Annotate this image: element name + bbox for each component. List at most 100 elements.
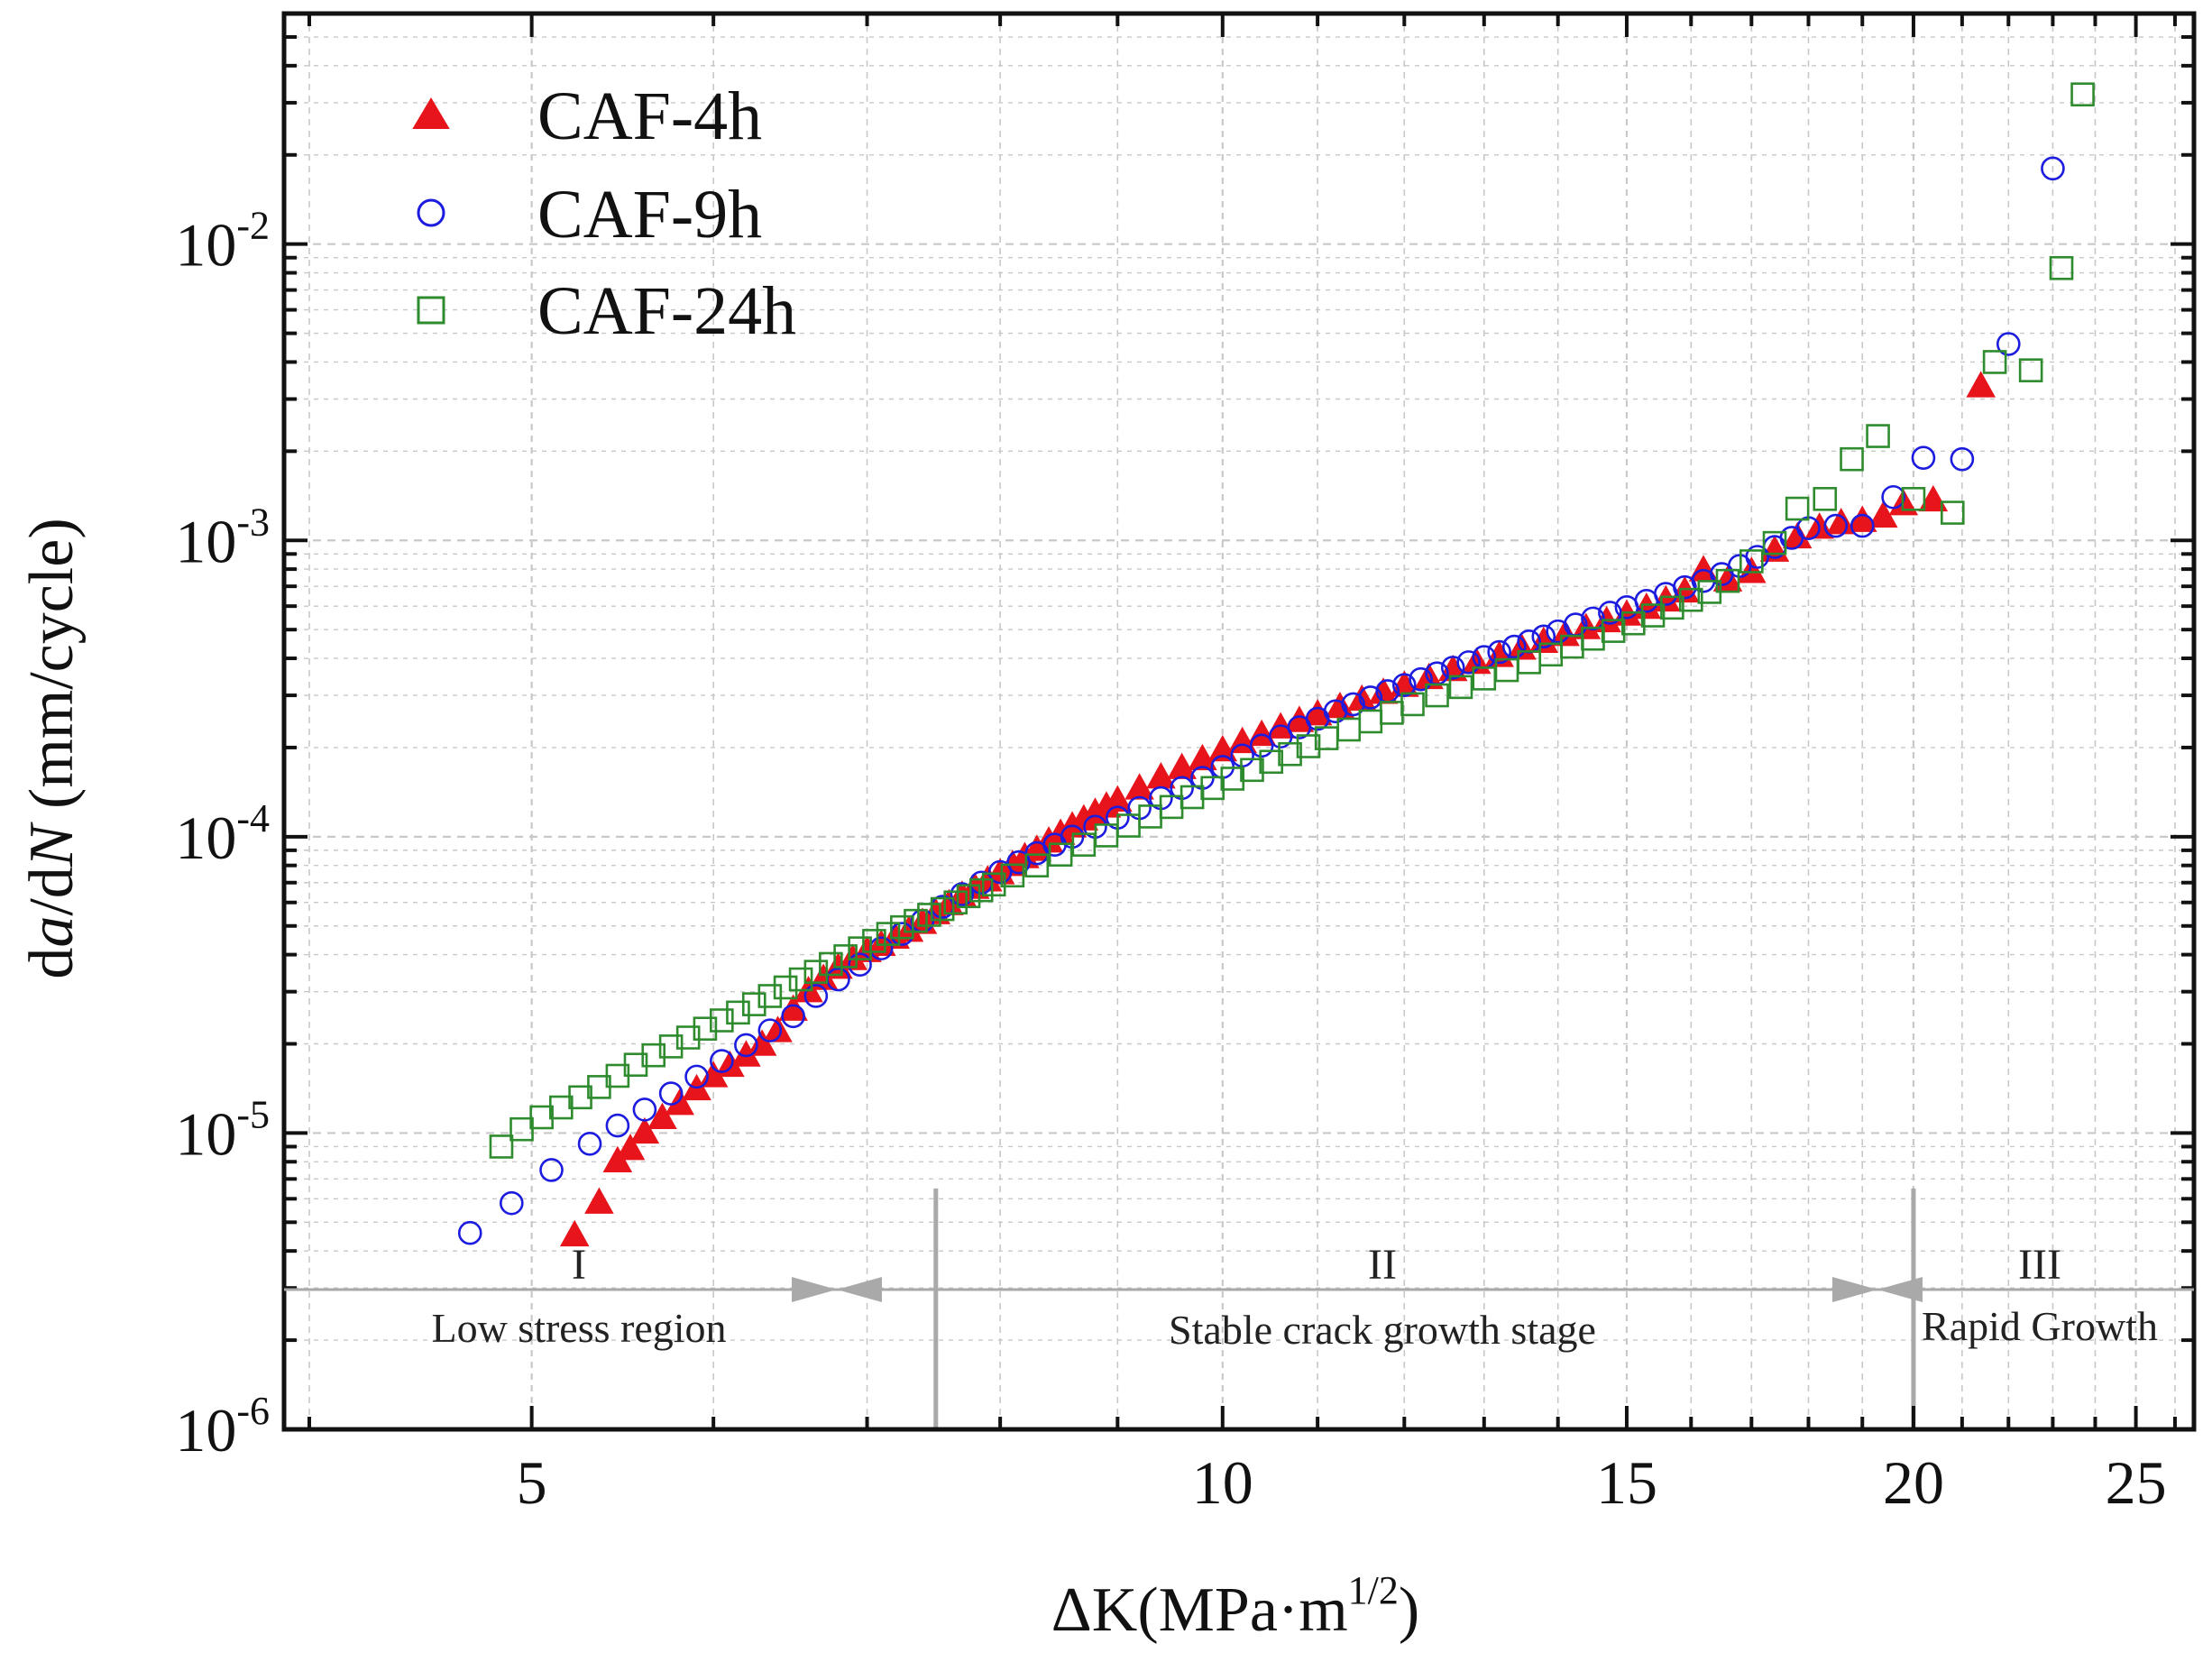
point-caf-4h [1188,743,1217,771]
point-caf-24h [1715,568,1740,593]
series-caf-24h [489,82,2095,1159]
legend-label-caf-24h: CAF-24h [537,273,796,349]
point-caf-9h [500,1190,524,1216]
point-caf-9h [710,1049,734,1073]
y-tick-labels: 10-610-510-410-310-2 [175,204,270,1465]
arrow-head-region-2-right [1832,1277,1877,1302]
region-3-label: Rapid Growth [1922,1303,2158,1349]
point-caf-24h [2070,82,2095,107]
point-caf-9h [1392,673,1417,697]
point-caf-24h [693,1016,718,1042]
point-caf-24h [1024,853,1050,877]
point-caf-4h [647,1102,677,1129]
point-caf-4h [615,1134,646,1161]
y-tick-label: 10-4 [175,796,270,872]
y-tick-label-base: 10 [175,1099,236,1168]
point-caf-4h [1103,785,1133,812]
point-caf-24h [1813,487,1838,511]
point-caf-24h [1866,424,1890,448]
point-caf-24h [1982,350,2007,374]
point-caf-24h [1621,611,1646,636]
point-caf-9h [632,1097,657,1122]
point-caf-9h [1487,639,1511,665]
point-caf-4h [1826,508,1857,535]
y-tick-label: 10-5 [175,1092,270,1168]
point-caf-24h [726,1000,750,1025]
point-caf-9h [781,1004,805,1029]
point-caf-4h [1124,773,1154,800]
legend-label-caf-9h: CAF-9h [537,177,762,253]
point-caf-24h [1940,500,1965,525]
point-caf-24h [1739,549,1764,574]
point-caf-24h [1640,603,1666,628]
point-caf-9h [1950,446,1975,472]
point-caf-4h [1207,734,1238,762]
point-caf-24h [862,929,886,953]
x-tick-label: 5 [517,1448,547,1517]
point-caf-24h [1000,863,1025,888]
arrow-head-region-2-left [837,1277,882,1302]
point-caf-24h [848,936,872,960]
point-caf-9h [987,859,1013,885]
point-caf-24h [1259,749,1284,775]
point-caf-9h [684,1064,709,1089]
point-caf-4h [629,1116,660,1144]
point-caf-9h [848,952,872,978]
x-tick-label: 25 [2106,1448,2167,1517]
data-points [457,82,2095,1247]
point-caf-9h [1581,606,1605,631]
point-caf-24h [1240,758,1264,783]
legend-marker-caf-4h [412,97,450,129]
x-tick-label: 15 [1596,1448,1657,1517]
point-caf-24h [833,944,858,969]
point-caf-24h [1840,446,1864,472]
y-tick-label: 10-2 [175,204,270,280]
point-caf-9h [605,1113,630,1138]
point-caf-24h [788,967,813,992]
point-caf-4h [1550,620,1580,647]
point-caf-24h [710,1008,734,1033]
point-caf-24h [930,896,955,922]
x-axis-label: ΔK(MPa·m1/2) [1051,1568,1419,1645]
point-caf-24h [803,960,829,984]
y-tick-label-exp: -3 [236,500,270,544]
point-caf-9h [757,1018,783,1042]
point-caf-9h [803,984,829,1008]
y-tick-label-base: 10 [175,507,236,575]
point-caf-24h [1400,692,1425,717]
point-caf-4h [559,1219,590,1247]
x-tick-label: 20 [1883,1448,1944,1517]
point-caf-24h [1220,767,1245,791]
region-1-label: Low stress region [431,1305,726,1351]
x-axis-label-sup: 1/2 [1348,1568,1399,1612]
point-caf-9h [1409,666,1433,692]
plot-frame [281,11,2197,1432]
point-caf-9h [658,1081,684,1106]
point-caf-24h [1785,496,1810,521]
point-caf-24h [757,984,783,1008]
point-caf-24h [658,1034,684,1059]
point-caf-24h [2049,255,2074,280]
point-caf-9h [1881,484,1905,510]
y-tick-label-base: 10 [175,804,236,872]
point-caf-24h [1200,776,1225,801]
y-tick-label-exp: -4 [236,796,270,840]
point-caf-24h [876,922,901,946]
point-caf-24h [2018,358,2043,382]
region-2-numeral: II [1368,1241,1397,1289]
point-caf-9h [1501,634,1527,659]
region-1-numeral: I [572,1241,586,1289]
y-tick-label-exp: -5 [236,1092,270,1136]
point-caf-9h [1268,724,1293,748]
y-axis-label-units: (mm/cycle) [17,518,87,824]
point-caf-24h [773,975,798,1000]
point-caf-9h [950,882,975,906]
point-caf-24h [1448,675,1473,700]
region-2-label: Stable crack growth stage [1169,1307,1596,1353]
point-caf-9h [1996,332,2021,356]
point-caf-9h [1849,513,1875,538]
point-caf-24h [981,872,1006,897]
point-caf-4h [763,1015,793,1042]
point-caf-4h [1414,662,1444,690]
